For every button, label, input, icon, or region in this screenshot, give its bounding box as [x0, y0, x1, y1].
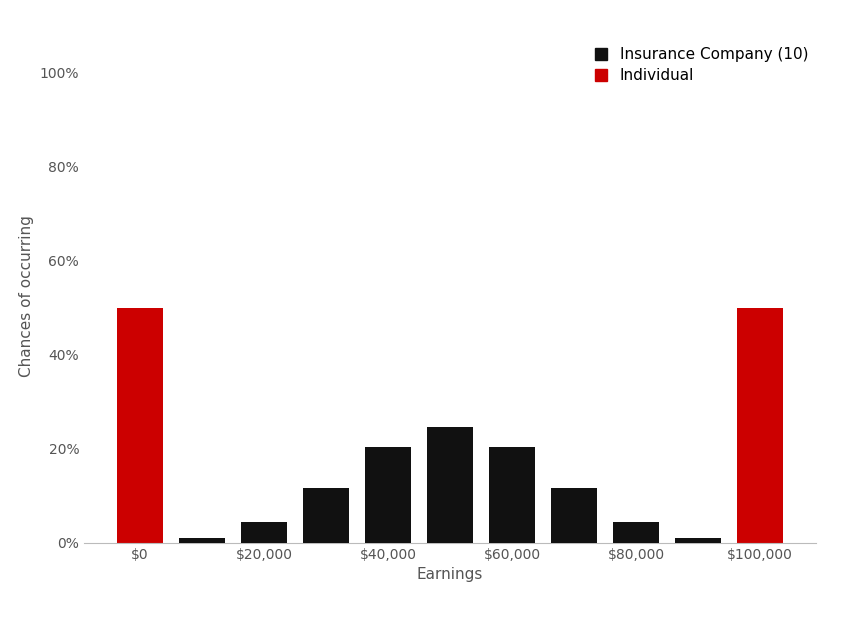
- Legend: Insurance Company (10), Individual: Insurance Company (10), Individual: [595, 47, 808, 83]
- Bar: [674, 539, 722, 543]
- Bar: [365, 447, 411, 543]
- Bar: [613, 523, 659, 543]
- Bar: [426, 427, 473, 543]
- Bar: [303, 488, 349, 543]
- Bar: [117, 308, 163, 543]
- Bar: [241, 523, 287, 543]
- Bar: [551, 488, 597, 543]
- X-axis label: Earnings: Earnings: [417, 568, 483, 582]
- Y-axis label: Chances of occurring: Chances of occurring: [19, 215, 34, 377]
- Bar: [489, 447, 535, 543]
- Bar: [178, 539, 225, 543]
- Bar: [737, 308, 783, 543]
